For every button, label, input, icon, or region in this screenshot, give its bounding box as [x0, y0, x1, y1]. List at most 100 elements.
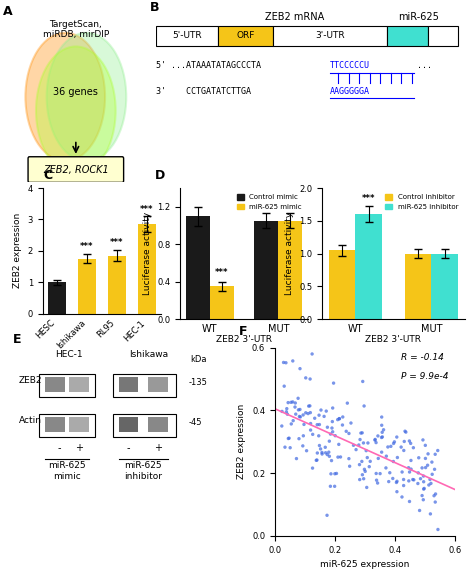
Point: [286, 443, 294, 452]
Point: [393, 433, 401, 442]
Point: [285, 434, 293, 443]
Point: [358, 457, 365, 466]
Point: [434, 446, 442, 455]
Point: [363, 483, 371, 492]
Bar: [112, 373, 176, 397]
Point: [382, 463, 390, 473]
Y-axis label: Luciferase activity: Luciferase activity: [143, 212, 152, 295]
Point: [345, 454, 353, 463]
Point: [346, 462, 354, 471]
Legend: Control inhibitor, miR-625 inhibitor: Control inhibitor, miR-625 inhibitor: [383, 192, 461, 213]
Point: [390, 457, 397, 466]
Point: [400, 475, 407, 484]
Point: [303, 446, 310, 455]
Point: [291, 402, 299, 412]
Text: 3'-UTR: 3'-UTR: [316, 31, 345, 40]
Point: [329, 428, 337, 437]
Point: [330, 378, 337, 388]
Point: [418, 491, 426, 500]
Text: -: -: [57, 443, 61, 453]
Point: [364, 438, 372, 447]
Text: kDa: kDa: [190, 355, 206, 364]
Point: [420, 484, 428, 494]
Point: [386, 468, 393, 477]
Bar: [108, 255, 126, 314]
Point: [406, 497, 413, 506]
Point: [428, 458, 436, 467]
Point: [283, 404, 291, 413]
Text: ZEB2 mRNA: ZEB2 mRNA: [265, 12, 325, 22]
Point: [393, 487, 401, 496]
Point: [374, 431, 382, 441]
Point: [287, 398, 295, 407]
Point: [390, 439, 397, 448]
Point: [378, 428, 386, 437]
Bar: [218, 26, 273, 46]
Point: [405, 477, 412, 486]
Text: +: +: [155, 443, 162, 453]
Point: [283, 408, 290, 417]
Bar: [112, 413, 176, 437]
Point: [421, 441, 429, 450]
Point: [334, 415, 341, 424]
Point: [387, 442, 395, 451]
Point: [401, 437, 408, 446]
Point: [406, 467, 413, 477]
Text: B: B: [150, 1, 160, 14]
Point: [410, 443, 417, 452]
Text: 5' ...ATAAATATAGCCCTA: 5' ...ATAAATATAGCCCTA: [156, 61, 262, 70]
Bar: [356, 214, 382, 319]
Text: miR-625: miR-625: [48, 461, 85, 470]
Point: [359, 470, 366, 479]
Bar: [45, 417, 65, 432]
Point: [363, 446, 370, 455]
Point: [345, 429, 353, 438]
Point: [302, 408, 310, 417]
Point: [324, 423, 331, 432]
Point: [307, 426, 314, 435]
Point: [356, 460, 363, 469]
Text: E: E: [13, 333, 21, 346]
Point: [432, 490, 439, 499]
Point: [350, 441, 357, 450]
Text: miR-625: miR-625: [398, 12, 439, 22]
Point: [364, 453, 371, 462]
Point: [292, 410, 300, 419]
Text: -: -: [127, 443, 130, 453]
Point: [374, 478, 382, 487]
Point: [284, 434, 292, 443]
Point: [300, 431, 307, 441]
Point: [380, 425, 387, 434]
Bar: [118, 417, 138, 432]
Legend: Control mimic, miR-625 mimic: Control mimic, miR-625 mimic: [234, 192, 305, 213]
Point: [371, 435, 379, 445]
Point: [307, 408, 314, 417]
Text: ***: ***: [140, 205, 154, 214]
Point: [407, 439, 414, 448]
Point: [360, 401, 368, 410]
Point: [306, 374, 314, 384]
Text: TTCCCCCU: TTCCCCCU: [329, 61, 370, 70]
Point: [389, 474, 397, 483]
Point: [339, 413, 346, 422]
Ellipse shape: [46, 32, 126, 161]
Point: [296, 405, 304, 414]
Point: [365, 462, 373, 471]
Point: [393, 453, 401, 462]
Text: -135: -135: [188, 378, 207, 388]
Point: [402, 428, 410, 437]
Point: [360, 474, 367, 483]
Point: [299, 441, 307, 450]
Point: [392, 478, 400, 487]
Point: [295, 405, 302, 414]
Point: [407, 465, 415, 474]
Point: [334, 453, 342, 462]
X-axis label: miR-625 expression: miR-625 expression: [320, 560, 410, 569]
Point: [372, 438, 380, 447]
Text: ***: ***: [80, 242, 94, 251]
Point: [391, 437, 398, 446]
Point: [361, 465, 368, 474]
Point: [316, 420, 323, 429]
Point: [414, 469, 422, 478]
Point: [312, 456, 320, 465]
